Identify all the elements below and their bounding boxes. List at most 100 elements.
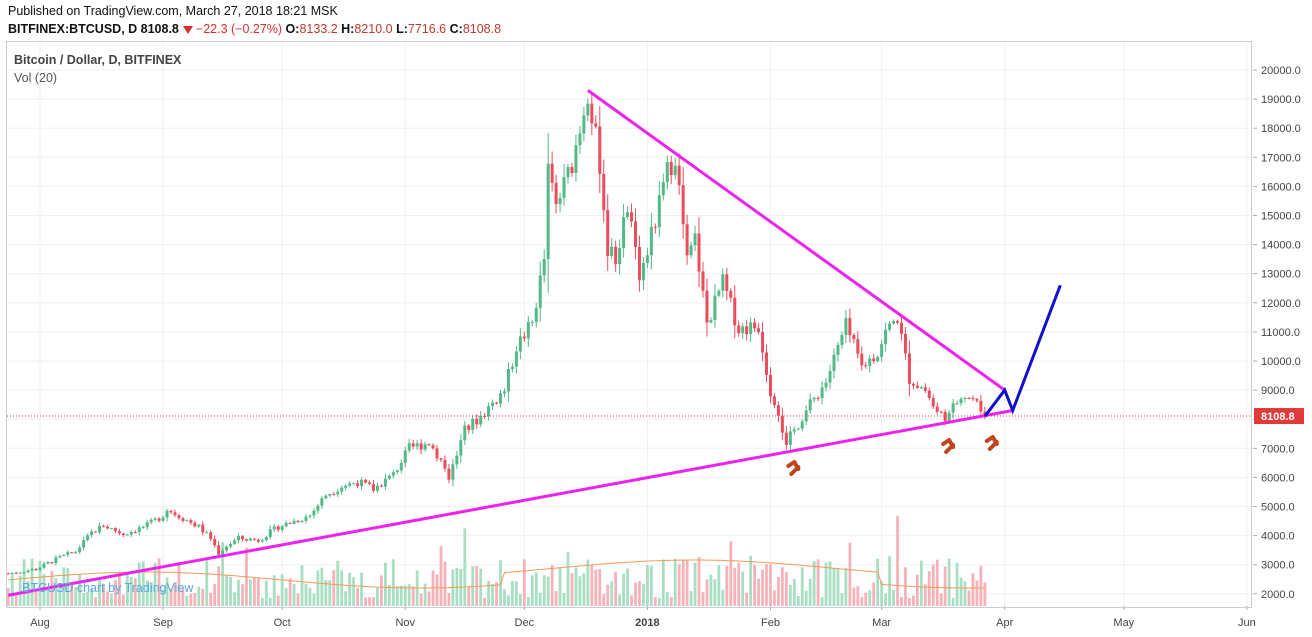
candle-body (634, 221, 637, 247)
candle-body (518, 336, 522, 352)
candle-body (133, 531, 137, 533)
candle-body (737, 325, 741, 334)
candle-body (963, 397, 967, 399)
volume-bar (90, 588, 94, 606)
volume-bar (959, 577, 963, 606)
candle-body (292, 520, 296, 524)
volume-bar (896, 516, 899, 606)
candle-body (681, 185, 685, 225)
volume-bar (46, 589, 50, 606)
candle-body (161, 517, 165, 521)
volume-bar (491, 583, 494, 606)
candle-body (475, 418, 479, 425)
volume-bar (503, 589, 506, 606)
volume-bar (86, 591, 90, 606)
volume-bar (713, 579, 717, 606)
candle-body (157, 518, 161, 521)
volume-bar (661, 559, 665, 606)
volume-bar (145, 580, 149, 606)
volume-bar (947, 558, 951, 606)
volume-bar (542, 575, 546, 606)
candle-body (701, 271, 705, 291)
volume-bar (399, 585, 403, 606)
candle-body (364, 479, 368, 483)
candle-body (951, 403, 955, 413)
candle-body (637, 246, 641, 281)
volume-bar (562, 593, 566, 606)
high-value: 8210.0 (354, 22, 393, 36)
candle-body (248, 538, 252, 541)
candle-body (304, 516, 308, 521)
candle-body (911, 383, 915, 386)
y-tick-label: 20000.0 (1261, 65, 1301, 77)
candle-body (82, 540, 86, 548)
volume-bar (173, 582, 177, 606)
candle-body (403, 450, 407, 463)
volume-bar (193, 592, 197, 606)
candle-body (62, 554, 66, 556)
candle-body (284, 522, 288, 527)
candle-body (30, 568, 34, 571)
candle-body (689, 245, 693, 256)
low-value: 7716.6 (407, 22, 447, 36)
volume-bar (391, 559, 395, 606)
volume-bar (777, 576, 780, 606)
open-label: O: (285, 22, 300, 36)
x-tick-label: May (1113, 617, 1134, 629)
candle-body (657, 195, 661, 228)
volume-bar (923, 584, 927, 606)
candle-body (820, 387, 824, 399)
volume-bar (646, 565, 649, 606)
candle-body (836, 344, 840, 355)
volume-bar (931, 564, 935, 606)
volume-bar (586, 559, 590, 606)
candle-body (721, 274, 725, 291)
volume-bar (427, 591, 431, 606)
volume-bar (876, 558, 880, 606)
y-tick-label: 14000.0 (1261, 240, 1301, 252)
volume-bar (904, 567, 907, 606)
candle-body (590, 103, 594, 124)
candle-body (765, 352, 769, 375)
y-tick-label: 15000.0 (1261, 211, 1301, 223)
candle-body (316, 505, 320, 511)
candle-body (558, 197, 562, 205)
candle-body (300, 520, 304, 522)
candle-body (919, 387, 923, 389)
volume-bar (669, 597, 673, 606)
open-value: 8133.2 (299, 22, 338, 36)
candle-body (955, 403, 959, 405)
candle-body (244, 539, 248, 541)
candle-body (113, 528, 117, 532)
candle-body (42, 563, 46, 568)
series-legend[interactable]: Bitcoin / Dollar, D, BITFINEX (14, 53, 182, 67)
candle-body (14, 572, 18, 574)
volume-bar (387, 584, 391, 606)
volume-legend[interactable]: Vol (20) (14, 71, 58, 85)
volume-bar (292, 583, 296, 606)
candle-body (50, 562, 54, 564)
candle-body (713, 295, 717, 321)
volume-bar (157, 558, 161, 606)
volume-bar (280, 574, 284, 606)
volume-bar (915, 574, 919, 606)
candle-body (229, 543, 233, 547)
candle-body (510, 366, 514, 370)
candle-body (125, 534, 129, 536)
volume-bar (971, 573, 975, 606)
candle-body (566, 167, 570, 178)
volume-bar (471, 566, 475, 606)
volume-bar (955, 562, 959, 606)
y-tick-label: 17000.0 (1261, 152, 1301, 164)
volume-bar (725, 565, 729, 606)
candle-body (669, 162, 673, 176)
candle-body (10, 572, 14, 574)
candle-body (205, 532, 209, 534)
candle-body (288, 522, 292, 524)
volume-bar (368, 597, 371, 606)
volume-bar (538, 592, 542, 606)
volume-bar (812, 560, 816, 606)
candle-body (931, 398, 935, 407)
last-price-label: 8108.8 (1261, 411, 1295, 423)
